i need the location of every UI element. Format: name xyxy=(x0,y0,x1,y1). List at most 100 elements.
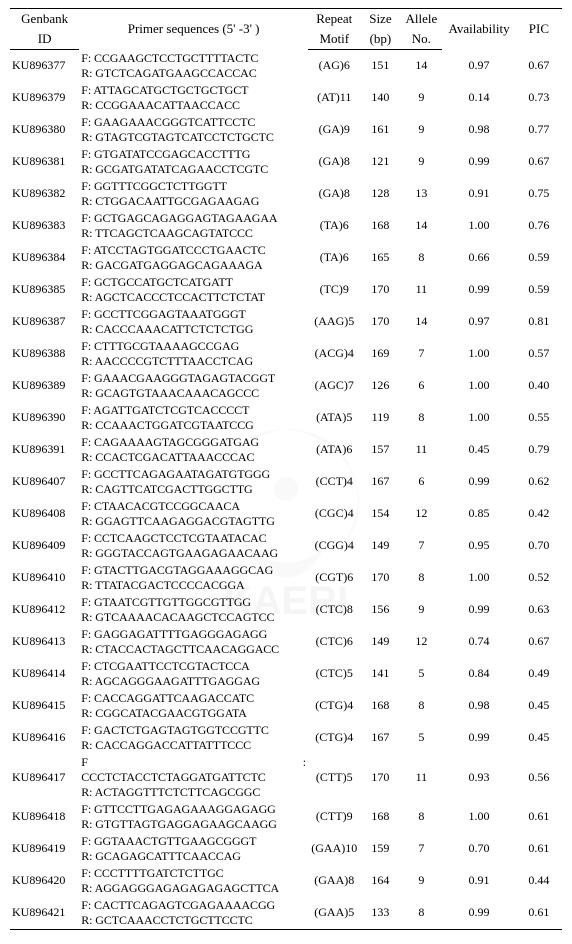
primer-sequences: F: CACTTCAGAGTCGAGAAAACGGR: GCTCAAACCTCT… xyxy=(79,897,308,930)
primer-reverse: R: CCGGAAACATTAACCACC xyxy=(81,98,306,113)
allele-cell: 11 xyxy=(400,274,442,306)
genbank-id: KU896391 xyxy=(10,434,79,466)
avail-cell: 1.00 xyxy=(442,801,515,833)
genbank-id: KU896382 xyxy=(10,178,79,210)
repeat-cell: (GAA)10 xyxy=(308,833,360,865)
primer-forward: F: GAAGAAACGGGTCATTCCTC xyxy=(81,115,306,130)
primer-forward: F: GGTAAACTGTTGAAGCGGGT xyxy=(81,834,306,849)
size-cell: 121 xyxy=(360,146,400,178)
allele-cell: 9 xyxy=(400,82,442,114)
pic-cell: 0.52 xyxy=(516,562,562,594)
table-row: KU896383F: GCTGAGCAGAGGAGTAGAAGAAR: TTCA… xyxy=(10,210,562,242)
primer-sequences: F: CCCTTTTGATCTCTTGCR: AGGAGGGAGAGAGAGAG… xyxy=(79,865,308,897)
avail-cell: 0.97 xyxy=(442,50,515,82)
repeat-cell: (GA)9 xyxy=(308,114,360,146)
repeat-cell: (CTG)4 xyxy=(308,722,360,754)
repeat-cell: (TA)6 xyxy=(308,210,360,242)
pic-cell: 0.61 xyxy=(516,897,562,930)
size-cell: 161 xyxy=(360,114,400,146)
primer-reverse: R: CACCAGGACCATTATTTCCC xyxy=(81,738,306,753)
pic-cell: 0.44 xyxy=(516,865,562,897)
primer-forward: F: GACTCTGAGTAGTGGTCCGTTC xyxy=(81,723,306,738)
avail-cell: 0.99 xyxy=(442,594,515,626)
table-row: KU896410F: GTACTTGACGTAGGAAAGGCAGR: TTAT… xyxy=(10,562,562,594)
repeat-cell: (AG)6 xyxy=(308,50,360,82)
primer-reverse: R: GTCAAAACACAAGCTCCAGTCC xyxy=(81,610,306,625)
primer-sequences: F: CCTCAAGCTCCTCGTAATACACR: GGGTACCAGTGA… xyxy=(79,530,308,562)
genbank-id: KU896384 xyxy=(10,242,79,274)
primer-forward: F: GCTGAGCAGAGGAGTAGAAGAA xyxy=(81,211,306,226)
pic-cell: 0.45 xyxy=(516,722,562,754)
pic-cell: 0.56 xyxy=(516,754,562,801)
repeat-cell: (CTT)9 xyxy=(308,801,360,833)
genbank-id: KU896414 xyxy=(10,658,79,690)
pic-cell: 0.67 xyxy=(516,626,562,658)
genbank-id: KU896416 xyxy=(10,722,79,754)
size-cell: 149 xyxy=(360,626,400,658)
size-cell: 119 xyxy=(360,402,400,434)
table-row: KU896381F: GTGATATCCGAGCACCTTTGR: GCGATG… xyxy=(10,146,562,178)
primer-sequences: F: GTAATCGTTGTTGGCGTTGGR: GTCAAAACACAAGC… xyxy=(79,594,308,626)
repeat-cell: (GA)8 xyxy=(308,146,360,178)
primer-sequences: F: GAAGAAACGGGTCATTCCTCR: GTAGTCGTAGTCAT… xyxy=(79,114,308,146)
primer-label: F: xyxy=(81,755,306,770)
primer-forward: F: CCCTTTTGATCTCTTGC xyxy=(81,866,306,881)
primer-forward: F: GGTTTCGGCTCTTGGTT xyxy=(81,179,306,194)
header-id-top: Genbank xyxy=(10,9,79,30)
repeat-cell: (GA)8 xyxy=(308,178,360,210)
repeat-cell: (AT)11 xyxy=(308,82,360,114)
header-repeat-bot: Motif xyxy=(308,29,360,50)
size-cell: 154 xyxy=(360,498,400,530)
size-cell: 140 xyxy=(360,82,400,114)
header-seq: Primer sequences (5' -3' ) xyxy=(79,9,308,50)
genbank-id: KU896419 xyxy=(10,833,79,865)
genbank-id: KU896385 xyxy=(10,274,79,306)
avail-cell: 1.00 xyxy=(442,338,515,370)
allele-cell: 5 xyxy=(400,722,442,754)
pic-cell: 0.79 xyxy=(516,434,562,466)
primer-reverse: R: TTATACGACTCCCCACGGA xyxy=(81,578,306,593)
pic-cell: 0.42 xyxy=(516,498,562,530)
size-cell: 156 xyxy=(360,594,400,626)
genbank-id: KU896387 xyxy=(10,306,79,338)
avail-cell: 0.99 xyxy=(442,466,515,498)
repeat-cell: (CTC)5 xyxy=(308,658,360,690)
genbank-id: KU896390 xyxy=(10,402,79,434)
primer-reverse: R: GTCTCAGATGAAGCCACCAC xyxy=(81,66,306,81)
allele-cell: 9 xyxy=(400,594,442,626)
header-id-bot: ID xyxy=(10,29,79,50)
genbank-id: KU896415 xyxy=(10,690,79,722)
table-row: KU896415F: CACCAGGATTCAAGACCATCR: CGGCAT… xyxy=(10,690,562,722)
primer-sequences: F: GCCTTCGGAGTAAATGGGTR: CACCCAAACATTCTC… xyxy=(79,306,308,338)
primer-sequences: F: CACCAGGATTCAAGACCATCR: CGGCATACGAACGT… xyxy=(79,690,308,722)
allele-cell: 11 xyxy=(400,434,442,466)
allele-cell: 9 xyxy=(400,865,442,897)
primer-sequences: F: GTACTTGACGTAGGAAAGGCAGR: TTATACGACTCC… xyxy=(79,562,308,594)
primer-forward: F: ATCCTAGTGGATCCCTGAACTC xyxy=(81,243,306,258)
avail-cell: 0.91 xyxy=(442,178,515,210)
table-row: KU896417F:CCCTCTACCTCTAGGATGATTCTCR: ACT… xyxy=(10,754,562,801)
allele-cell: 8 xyxy=(400,690,442,722)
repeat-cell: (AGC)7 xyxy=(308,370,360,402)
primer-reverse: R: CGGCATACGAACGTGGATA xyxy=(81,706,306,721)
genbank-id: KU896389 xyxy=(10,370,79,402)
primer-reverse: R: AGGAGGGAGAGAGAGAGCTTCA xyxy=(81,881,306,896)
header-size-bot: (bp) xyxy=(360,29,400,50)
avail-cell: 0.99 xyxy=(442,897,515,930)
repeat-cell: (ATA)5 xyxy=(308,402,360,434)
allele-cell: 7 xyxy=(400,530,442,562)
repeat-cell: (TA)6 xyxy=(308,242,360,274)
avail-cell: 0.70 xyxy=(442,833,515,865)
table-row: KU896413F: GAGGAGATTTTGAGGGAGAGGR: CTACC… xyxy=(10,626,562,658)
table-row: KU896380F: GAAGAAACGGGTCATTCCTCR: GTAGTC… xyxy=(10,114,562,146)
primer-reverse: R: AGCTCACCCTCCACTTCTCTAT xyxy=(81,290,306,305)
primer-sequences: F: GAGGAGATTTTGAGGGAGAGGR: CTACCACTAGCTT… xyxy=(79,626,308,658)
repeat-cell: (CTT)5 xyxy=(308,754,360,801)
avail-cell: 0.85 xyxy=(442,498,515,530)
table-row: KU896388F: CTTTGCGTAAAAGCCGAGR: AACCCCGT… xyxy=(10,338,562,370)
repeat-cell: (CGT)6 xyxy=(308,562,360,594)
allele-cell: 7 xyxy=(400,833,442,865)
avail-cell: 0.97 xyxy=(442,306,515,338)
repeat-cell: (CTC)8 xyxy=(308,594,360,626)
allele-cell: 8 xyxy=(400,242,442,274)
